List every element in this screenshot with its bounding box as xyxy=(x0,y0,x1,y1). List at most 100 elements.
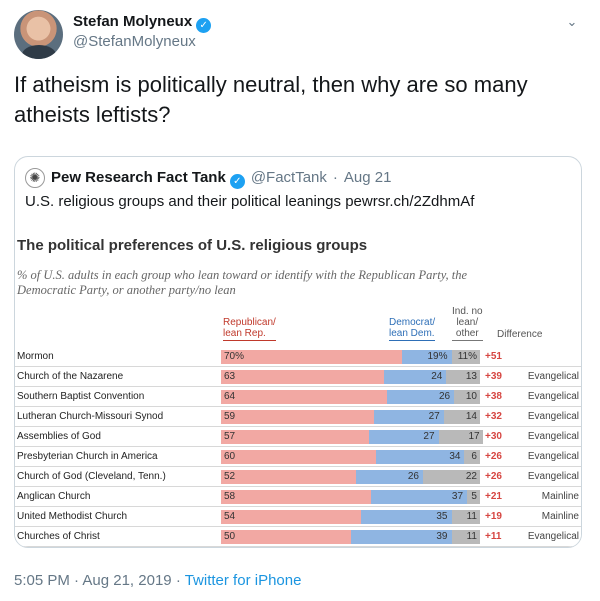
bar-dem: 19% xyxy=(402,350,452,364)
bar-rep: 63 xyxy=(221,370,385,384)
tweet-time[interactable]: 5:05 PM xyxy=(14,572,70,589)
table-row: Lutheran Church-Missouri Synod 59 27 14 +32 E… xyxy=(15,407,581,427)
bar-ind: 22 xyxy=(423,470,480,484)
bar-rep: 59 xyxy=(221,410,374,424)
bar-ind: 11 xyxy=(451,530,480,544)
table-row: Church of God (Cleveland, Tenn.) 52 26 22 +2… xyxy=(15,467,581,487)
tweet-text: If atheism is politically neutral, then … xyxy=(14,72,528,127)
table-row: United Methodist Church 54 35 11 +19 Mainline xyxy=(15,507,581,527)
tradition-label: Evangelical xyxy=(527,411,579,422)
tradition-label: Evangelical xyxy=(527,431,579,442)
header-ind-line3: other xyxy=(455,328,479,339)
row-label: United Methodist Church xyxy=(17,511,128,522)
bar-dem: 24 xyxy=(384,370,447,384)
table-row: Church of the Nazarene 63 24 13 +39 Evangelic… xyxy=(15,367,581,387)
row-label: Anglican Church xyxy=(17,491,91,502)
bar-ind: 14 xyxy=(443,410,480,424)
tweet-date[interactable]: Aug 21, 2019 xyxy=(82,572,172,589)
header-independent: Ind. no lean/ other xyxy=(452,306,483,341)
table-row: Churches of Christ 50 39 11 +11 Evangelical xyxy=(15,527,581,547)
header-republican: Republican/ lean Rep. xyxy=(223,317,276,341)
bar-rep: 60 xyxy=(221,450,377,464)
author-name[interactable]: Stefan Molyneux ✓ xyxy=(73,13,212,33)
chart-title: The political preferences of U.S. religi… xyxy=(17,237,368,254)
difference-value: +39 xyxy=(485,371,502,382)
difference-value: +32 xyxy=(485,411,502,422)
chart-subtitle: % of U.S. adults in each group who lean … xyxy=(17,268,468,297)
chart-image: The political preferences of U.S. religi… xyxy=(15,231,581,547)
tradition-label: Mainline xyxy=(541,491,579,502)
bar-dem: 27 xyxy=(373,410,444,424)
difference-value: +30 xyxy=(485,431,502,442)
table-row: Assemblies of God 57 27 17 +30 Evangelical xyxy=(15,427,581,447)
tweet-source[interactable]: Twitter for iPhone xyxy=(184,572,302,589)
chevron-down-icon[interactable]: ⌄ xyxy=(566,14,578,29)
header-ind-line2: lean/ xyxy=(456,317,479,328)
header-dem-line2: lean Dem. xyxy=(389,328,435,339)
tradition-label: Evangelical xyxy=(527,471,579,482)
quoted-author-name: Pew Research Fact Tank xyxy=(51,169,226,186)
header-democrat: Democrat/ lean Dem. xyxy=(389,317,436,341)
header-difference: Difference xyxy=(497,329,543,340)
tradition-label: Evangelical xyxy=(527,451,579,462)
meta-separator: · xyxy=(175,572,181,589)
row-label: Churches of Christ xyxy=(17,531,100,542)
tradition-label: Evangelical xyxy=(527,371,579,382)
bar-rep: 57 xyxy=(221,430,369,444)
quoted-separator: · xyxy=(332,169,338,186)
difference-value: +11 xyxy=(485,531,502,542)
row-label: Church of the Nazarene xyxy=(17,371,124,382)
bar-ind: 11 xyxy=(451,510,480,524)
table-row: Southern Baptist Convention 64 26 10 +38 Evan… xyxy=(15,387,581,407)
row-label: Church of God (Cleveland, Tenn.) xyxy=(17,471,166,482)
bar-dem: 35 xyxy=(360,510,452,524)
header-dem-line1: Democrat/ xyxy=(389,317,436,328)
table-row: Anglican Church 58 37 5 +21 Mainline xyxy=(15,487,581,507)
bar-ind: 6 xyxy=(464,450,480,464)
difference-value: +21 xyxy=(485,491,502,502)
table-row: Mormon 70% 19% 11% +51 xyxy=(15,347,581,367)
bar-rep: 64 xyxy=(221,390,387,404)
bar-ind: 11% xyxy=(451,350,480,364)
author-name-text[interactable]: Stefan Molyneux xyxy=(73,13,193,30)
bar-rep: 54 xyxy=(221,510,361,524)
bar-dem: 26 xyxy=(355,470,423,484)
author-handle[interactable]: @StefanMolyneux xyxy=(73,33,196,50)
quoted-author: Pew Research Fact Tank ✓ @FactTank · Aug 21 xyxy=(51,169,391,189)
row-label: Presbyterian Church in America xyxy=(17,451,158,462)
header-rep-line2: lean Rep. xyxy=(223,328,266,339)
bar-dem: 27 xyxy=(368,430,439,444)
difference-value: +51 xyxy=(485,351,502,362)
bar-dem: 37 xyxy=(371,490,468,504)
verified-badge-icon: ✓ xyxy=(196,18,212,33)
tradition-label: Mainline xyxy=(541,511,579,522)
verified-badge-icon: ✓ xyxy=(229,174,245,189)
author-avatar[interactable] xyxy=(14,10,63,59)
bar-dem: 39 xyxy=(350,530,452,544)
row-label: Lutheran Church-Missouri Synod xyxy=(17,411,164,422)
quoted-text-body: U.S. religious groups and their politica… xyxy=(25,193,342,210)
bar-dem: 34 xyxy=(376,450,465,464)
tradition-label: Evangelical xyxy=(527,391,579,402)
row-label: Southern Baptist Convention xyxy=(17,391,145,402)
row-label: Assemblies of God xyxy=(17,431,101,442)
header-rep-line1: Republican/ xyxy=(223,317,276,328)
meta-separator: · xyxy=(74,572,80,589)
quoted-tweet-card[interactable]: ✺ Pew Research Fact Tank ✓ @FactTank · Aug 2… xyxy=(14,156,582,548)
bar-rep: 58 xyxy=(221,490,372,504)
bar-ind: 17 xyxy=(438,430,483,444)
difference-value: +38 xyxy=(485,391,502,402)
header-ind-line1: Ind. no xyxy=(452,306,483,317)
bar-rep: 50 xyxy=(221,530,351,544)
bar-ind: 5 xyxy=(467,490,480,504)
difference-value: +26 xyxy=(485,471,502,482)
difference-value: +26 xyxy=(485,451,502,462)
quoted-author-handle: @FactTank xyxy=(250,169,327,186)
difference-value: +19 xyxy=(485,511,502,522)
table-row: Presbyterian Church in America 60 34 6 +26 Ev… xyxy=(15,447,581,467)
bar-rep: 52 xyxy=(221,470,356,484)
tweet-meta: 5:05 PM · Aug 21, 2019 · Twitter for iPh… xyxy=(14,572,301,589)
quoted-link[interactable]: pewrsr.ch/2ZdhmAf xyxy=(345,193,475,210)
quoted-date: Aug 21 xyxy=(343,169,392,186)
bar-dem: 26 xyxy=(386,390,455,404)
